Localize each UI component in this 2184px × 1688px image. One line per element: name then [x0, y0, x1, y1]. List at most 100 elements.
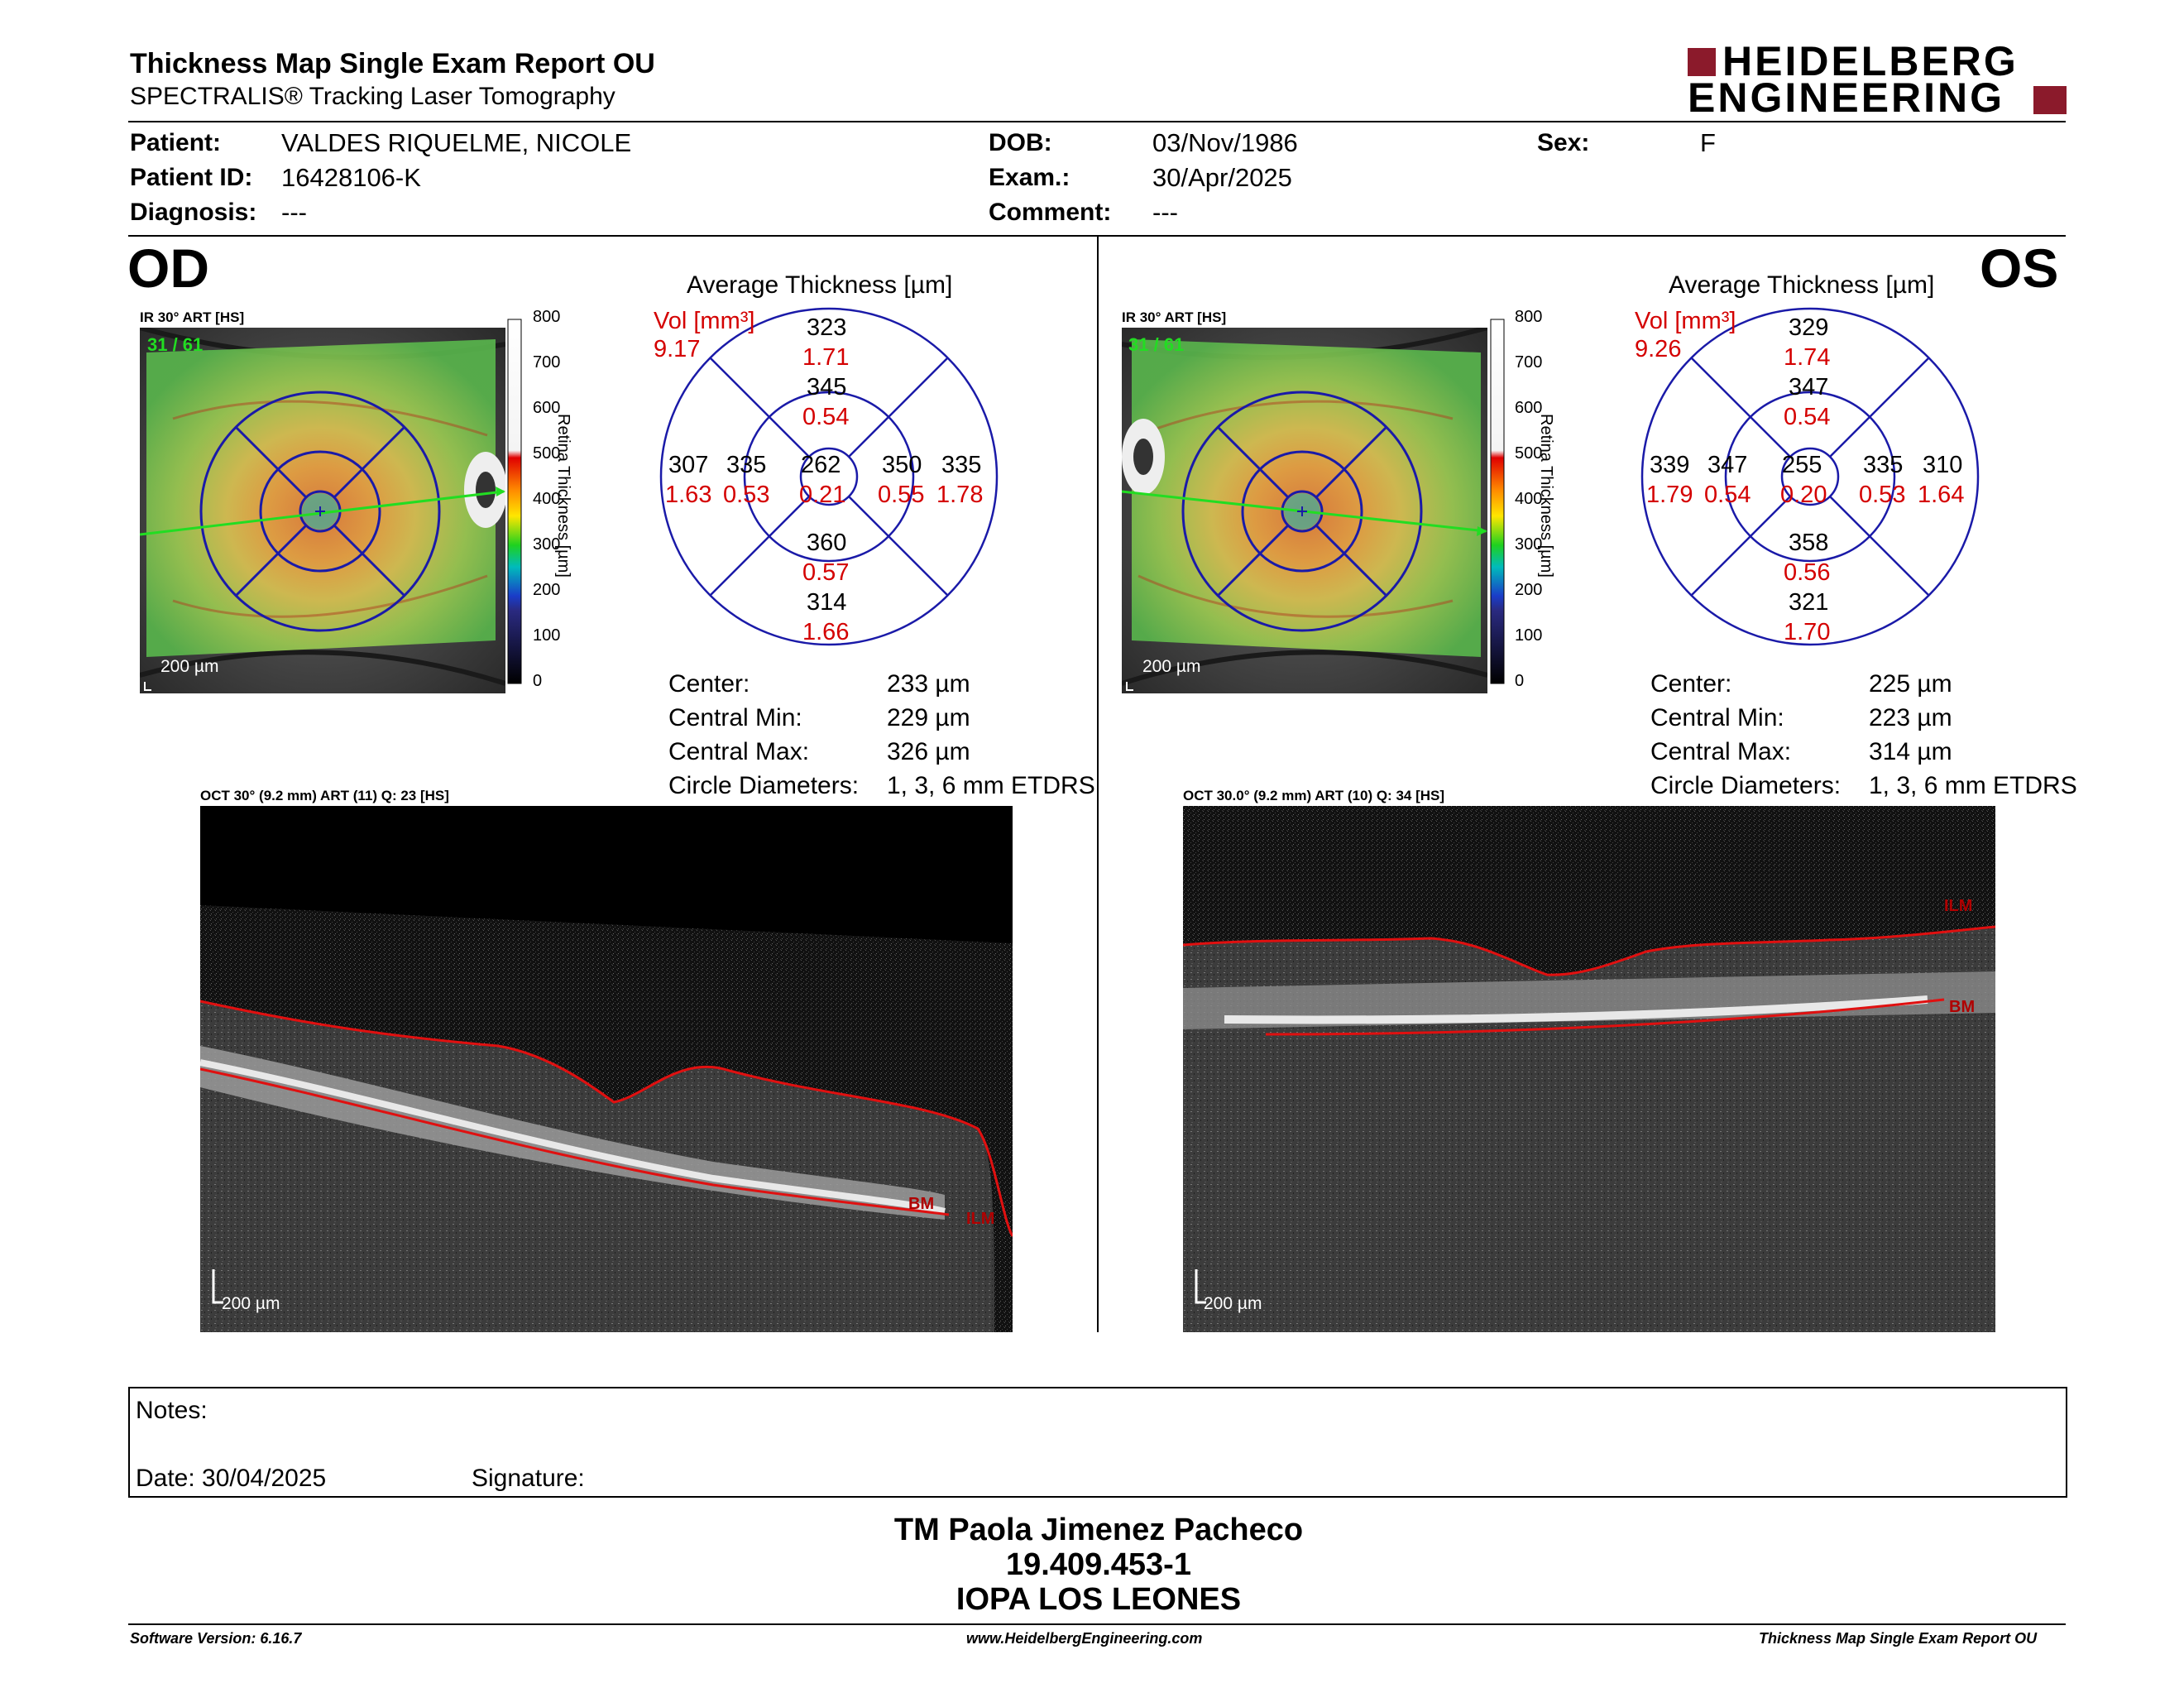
os-outer-inf-volume: 1.70: [1784, 619, 1831, 645]
os-inner-sup-volume: 0.54: [1784, 404, 1831, 430]
od-stat-max-value: 326 µm: [887, 738, 970, 765]
od-stat-min-value: 229 µm: [887, 704, 970, 731]
od-map-scale: 200 µm: [160, 657, 219, 676]
os-avg-title: Average Thickness [µm]: [1669, 271, 1935, 299]
os-inner-left-volume: 0.54: [1704, 482, 1751, 508]
patient-label: Patient:: [130, 129, 222, 156]
software-version: Software Version: 6.16.7: [130, 1630, 302, 1647]
od-colorbar: [507, 319, 522, 684]
os-ir-label: IR 30° ART [HS]: [1122, 309, 1227, 325]
os-etdrs-grid: [1640, 307, 1980, 646]
od-oct-scale: 200 µm: [222, 1294, 280, 1313]
od-stat-center-value: 233 µm: [887, 670, 970, 698]
signer-id: 19.409.453-1: [1006, 1547, 1191, 1582]
od-tick: 600: [533, 399, 561, 417]
os-tick: 400: [1515, 490, 1543, 508]
os-vol-value: 9.26: [1635, 336, 1682, 362]
od-tick: 200: [533, 581, 561, 599]
heidelberg-logo: HEIDELBERG ENGINEERING: [1688, 38, 2068, 118]
os-frame-counter: 31 / 61: [1128, 334, 1185, 355]
os-stat-center-label: Center:: [1650, 670, 1732, 698]
os-tick: 600: [1515, 399, 1543, 417]
patient-id-label: Patient ID:: [130, 164, 253, 191]
od-eye-label: OD: [127, 237, 209, 299]
od-stat-min-label: Central Min:: [668, 704, 802, 731]
diagnosis-value: ---: [281, 198, 307, 227]
os-map-scale: 200 µm: [1142, 657, 1201, 676]
os-oct-bm-label: BM: [1949, 998, 1976, 1016]
os-tick: 700: [1515, 353, 1543, 372]
notes-date: Date: 30/04/2025: [136, 1465, 327, 1492]
od-tick: 700: [533, 353, 561, 372]
dob-value: 03/Nov/1986: [1152, 128, 1298, 157]
os-outer-inf-thickness: 321: [1789, 589, 1829, 616]
od-colorbar-title: Retina Thickness [µm]: [554, 414, 572, 578]
os-inner-right-thickness: 335: [1863, 452, 1904, 478]
comment-value: ---: [1152, 198, 1178, 227]
report-title: Thickness Map Single Exam Report OU: [130, 48, 655, 79]
od-tick: 100: [533, 626, 561, 645]
od-etdrs-grid: [659, 307, 999, 646]
website-link[interactable]: www.HeidelbergEngineering.com: [966, 1630, 1203, 1647]
od-inner-right-volume: 0.55: [878, 482, 925, 508]
signer-org: IOPA LOS LEONES: [956, 1582, 1242, 1617]
od-stat-diam-label: Circle Diameters:: [668, 772, 860, 799]
os-stat-min-value: 223 µm: [1869, 704, 1952, 731]
od-tick: 500: [533, 444, 561, 463]
od-outer-right-thickness: 335: [941, 452, 982, 478]
os-inner-left-thickness: 347: [1707, 452, 1748, 478]
os-tick: 800: [1515, 308, 1543, 326]
od-outer-inf-volume: 1.66: [802, 619, 850, 645]
os-oct-ilm-label: ILM: [1944, 897, 1973, 915]
sex-value: F: [1700, 128, 1716, 157]
os-eye-label: OS: [1980, 237, 2059, 299]
patient-id: 16428106-K: [281, 163, 421, 192]
od-oct-label: OCT 30° (9.2 mm) ART (11) Q: 23 [HS]: [200, 788, 449, 803]
exam-value: 30/Apr/2025: [1152, 163, 1292, 192]
diagnosis-label: Diagnosis:: [130, 199, 257, 226]
os-tick: 500: [1515, 444, 1543, 463]
logo-line1: HEIDELBERG: [1722, 38, 2019, 84]
od-inner-sup-thickness: 345: [807, 374, 847, 400]
od-center-thickness: 262: [801, 452, 841, 478]
patient-name: VALDES RIQUELME, NICOLE: [281, 128, 632, 157]
od-inner-inf-volume: 0.57: [802, 559, 850, 586]
od-outer-inf-thickness: 314: [807, 589, 847, 616]
os-oct-scale: 200 µm: [1204, 1294, 1262, 1313]
od-avg-title: Average Thickness [µm]: [687, 271, 953, 299]
od-tick: 800: [533, 308, 561, 326]
report-subtitle: SPECTRALIS® Tracking Laser Tomography: [130, 83, 615, 110]
os-stat-max-value: 314 µm: [1869, 738, 1952, 765]
od-oct-bm-label: BM: [908, 1195, 935, 1213]
os-tick: 200: [1515, 581, 1543, 599]
od-colorbar-ticks: 800 700 600 500 400 300 200 100 0: [533, 308, 566, 690]
od-outer-sup-volume: 1.71: [802, 344, 850, 371]
footer-report-name: Thickness Map Single Exam Report OU: [1759, 1630, 2038, 1647]
od-inner-left-volume: 0.53: [723, 482, 770, 508]
os-tick: 300: [1515, 535, 1543, 554]
os-center-thickness: 255: [1782, 452, 1822, 478]
os-outer-left-volume: 1.79: [1646, 482, 1693, 508]
od-ir-label: IR 30° ART [HS]: [140, 309, 245, 325]
dob-label: DOB:: [989, 129, 1052, 156]
od-inner-sup-volume: 0.54: [802, 404, 850, 430]
notes-box[interactable]: [128, 1387, 2067, 1498]
od-tick: 300: [533, 535, 561, 554]
os-vol-label: Vol [mm³]: [1635, 308, 1736, 334]
os-tick: 100: [1515, 626, 1543, 645]
os-stat-center-value: 225 µm: [1869, 670, 1952, 698]
os-inner-inf-thickness: 358: [1789, 530, 1829, 556]
od-frame-counter: 31 / 61: [147, 334, 204, 355]
od-oct-ilm-label: ILM: [966, 1210, 995, 1228]
os-stat-diam-value: 1, 3, 6 mm ETDRS: [1869, 772, 2077, 799]
os-outer-sup-volume: 1.74: [1784, 344, 1831, 371]
os-stat-diam-label: Circle Diameters:: [1650, 772, 1842, 799]
eye-divider: [1097, 237, 1099, 1332]
od-inner-inf-thickness: 360: [807, 530, 847, 556]
os-outer-left-thickness: 339: [1650, 452, 1690, 478]
sex-label: Sex:: [1537, 129, 1590, 156]
os-outer-sup-thickness: 329: [1789, 314, 1829, 341]
od-stat-diam-value: 1, 3, 6 mm ETDRS: [887, 772, 1095, 799]
os-colorbar-ticks: 800 700 600 500 400 300 200 100 0: [1515, 308, 1548, 690]
os-colorbar-title: Retina Thickness [µm]: [1537, 414, 1555, 578]
